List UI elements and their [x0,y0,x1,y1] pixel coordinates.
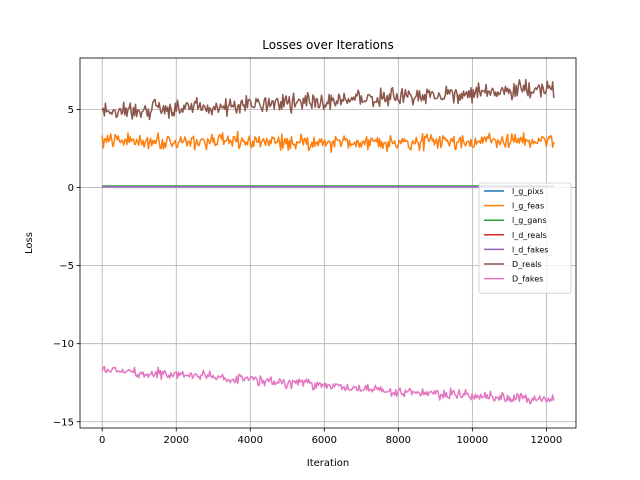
y-tick-label: −15 [53,417,74,428]
legend-label: l_g_feas [512,202,544,211]
series-line-D-reals [101,78,555,121]
x-tick-label: 12000 [530,435,562,446]
legend-label: l_d_reals [512,231,547,240]
series-lines [101,78,555,405]
legend-label: l_g_gans [512,216,547,225]
legend-box [478,182,572,294]
series-line-D-fakes [101,365,555,405]
chart-title: Losses over Iterations [262,38,394,52]
axis-ticks: 0 2000 4000 6000 8000 10000 12000 5 0 −5 −10 −15 [53,105,562,446]
x-tick-label: 10000 [456,435,488,446]
x-tick-label: 8000 [386,435,411,446]
x-tick-label: 2000 [164,435,189,446]
legend-label: l_g_pixs [512,187,544,196]
x-tick-label: 4000 [238,435,263,446]
y-tick-label: 0 [68,183,74,194]
y-tick-label: −5 [59,261,74,272]
legend-label: l_d_fakes [512,245,548,254]
x-axis-label: Iteration [307,458,349,469]
y-tick-label: 5 [68,105,74,116]
x-tick-label: 0 [99,435,105,446]
y-tick-label: −10 [53,339,74,350]
legend: l_g_pixs l_g_feas l_g_gans l_d_reals l_d_fak… [478,182,572,294]
x-tick-label: 6000 [312,435,337,446]
series-line-l-g-feas [101,130,555,153]
legend-label: D_reals [512,260,542,269]
legend-label: D_fakes [512,275,543,284]
plot-frame [79,57,577,429]
y-axis-label: Loss [24,232,35,254]
